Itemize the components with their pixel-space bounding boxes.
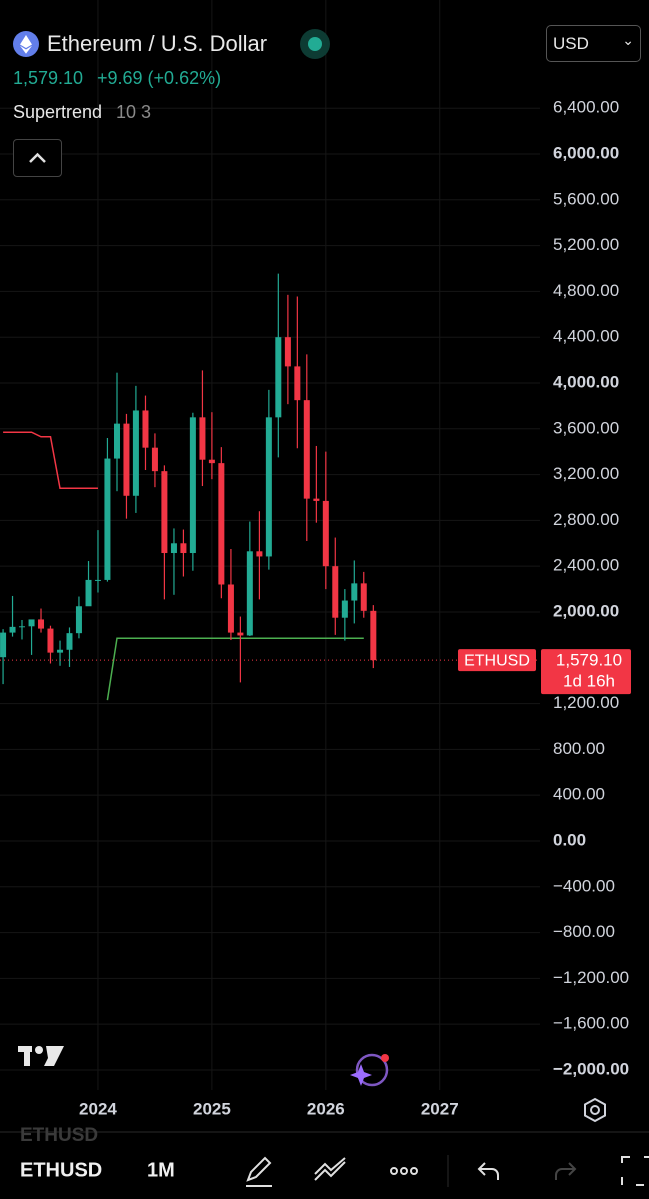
y-tick-label: 4,400.00	[553, 327, 619, 346]
supertrend-line	[106, 637, 364, 701]
settings-icon[interactable]	[584, 1097, 606, 1123]
candle-body	[265, 417, 272, 557]
candle-body	[38, 619, 45, 629]
candle-body	[313, 498, 320, 501]
y-tick-label: −2,000.00	[553, 1059, 629, 1078]
y-tick-label: 6,000.00	[553, 143, 619, 162]
candle-body	[275, 337, 282, 418]
supertrend-line	[3, 431, 98, 490]
y-tick-label: 800.00	[553, 739, 605, 758]
candle-body	[132, 410, 139, 496]
candle-body	[18, 626, 25, 628]
eth-icon	[13, 31, 39, 57]
y-tick-label: −400.00	[553, 876, 615, 895]
candle-body	[332, 566, 339, 618]
candle-body	[94, 579, 101, 581]
y-tick-label: 6,400.00	[553, 98, 619, 117]
candle-body	[199, 417, 206, 460]
candle-body	[237, 632, 244, 636]
y-tick-label: 3,600.00	[553, 418, 619, 437]
candle-body	[322, 500, 329, 567]
header-price: 1,579.10	[13, 68, 84, 88]
y-tick-label: 400.00	[553, 785, 605, 804]
candle-body	[180, 543, 187, 554]
x-tick-label: 2026	[307, 1099, 345, 1118]
candle-body	[208, 459, 215, 464]
ai-icon[interactable]	[350, 1053, 389, 1087]
symbol-badge	[458, 649, 536, 672]
y-tick-label: 2,800.00	[553, 510, 619, 529]
price-badge	[541, 649, 631, 695]
market-status[interactable]	[300, 29, 330, 59]
x-tick-label: 2025	[193, 1099, 231, 1118]
y-tick-label: 5,200.00	[553, 235, 619, 254]
toolbar-interval[interactable]: 1M	[147, 1159, 175, 1181]
indicator-icon[interactable]	[314, 1157, 346, 1181]
fullscreen-icon[interactable]	[621, 1156, 649, 1186]
candle-body	[75, 606, 82, 634]
undo-icon[interactable]	[477, 1162, 499, 1180]
y-tick-label: 4,800.00	[553, 281, 619, 300]
candle-body	[9, 626, 16, 633]
candle-body	[303, 400, 310, 499]
y-tick-label: −1,200.00	[553, 968, 629, 987]
ghost-symbol: ETHUSD	[20, 1125, 98, 1146]
tv-logo	[18, 1046, 64, 1066]
currency-label: USD	[553, 34, 589, 53]
more-icon[interactable]	[390, 1167, 418, 1175]
candle-body	[284, 337, 291, 367]
candle-body	[114, 423, 120, 459]
candle-body	[85, 579, 92, 607]
symbol-title[interactable]: Ethereum / U.S. Dollar	[47, 31, 268, 56]
candle-body	[151, 447, 158, 472]
candle-body	[66, 633, 73, 650]
y-tick-label: 2,000.00	[553, 601, 619, 620]
toolbar-symbol[interactable]: ETHUSD	[20, 1159, 102, 1181]
x-tick-label: 2024	[79, 1099, 117, 1118]
indicator-params: 10 3	[116, 102, 152, 122]
candle-body	[47, 628, 54, 653]
candle-body	[294, 366, 301, 401]
candle-body	[0, 632, 7, 658]
candle-body	[341, 600, 348, 618]
candle-body	[370, 610, 377, 661]
y-tick-label: 1,200.00	[553, 693, 619, 712]
candle-body	[28, 619, 35, 627]
y-tick-label: 0.00	[553, 830, 586, 849]
price-badge-label: 1,579.10	[556, 651, 622, 670]
symbol-badge-label: ETHUSD	[464, 652, 530, 669]
candle-body	[218, 463, 225, 585]
candle-body	[142, 410, 149, 448]
y-tick-label: −1,600.00	[553, 1014, 629, 1033]
y-tick-label: 2,400.00	[553, 556, 619, 575]
candle-body	[351, 583, 358, 601]
candle-body	[256, 551, 263, 557]
candle-body	[189, 417, 196, 554]
candle-body	[360, 583, 367, 611]
candle-body	[57, 649, 64, 653]
candle-body	[170, 543, 177, 554]
candle-body	[246, 551, 253, 636]
y-tick-label: −800.00	[553, 922, 615, 941]
y-tick-label: 4,000.00	[553, 372, 619, 391]
collapse-button[interactable]	[13, 139, 62, 177]
x-tick-label: 2027	[421, 1099, 459, 1118]
draw-icon[interactable]	[246, 1156, 272, 1187]
indicator-name[interactable]: Supertrend	[13, 102, 103, 122]
candle-body	[123, 423, 130, 496]
y-tick-label: 5,600.00	[553, 189, 619, 208]
candle-body	[161, 471, 168, 554]
y-tick-label: 3,200.00	[553, 464, 619, 483]
currency-select[interactable]: USD ⌄	[546, 25, 641, 62]
candle-body	[104, 458, 111, 580]
chevron: ⌄	[622, 32, 634, 48]
countdown-label: 1d 16h	[563, 672, 615, 691]
header-change: +9.69 (+0.62%)	[97, 68, 222, 88]
redo-icon[interactable]	[555, 1162, 577, 1180]
candle-body	[227, 584, 234, 633]
